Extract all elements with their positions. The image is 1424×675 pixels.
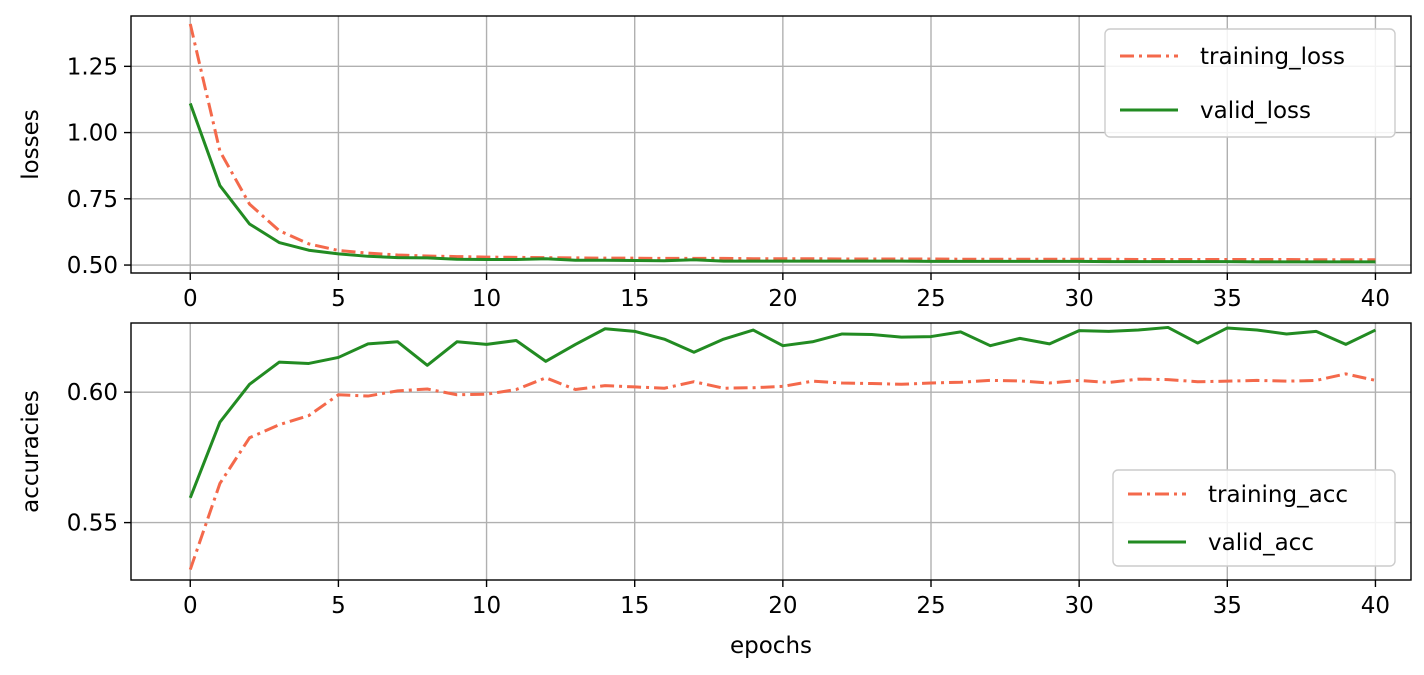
loss-panel: 0 5 10 15 20 25 30 35 40 0.50 0.75 1.00 1.25 losses tr… <box>18 15 1412 312</box>
x-tick-label: 0 <box>183 286 198 312</box>
x-tick-label: 15 <box>620 286 649 312</box>
x-tick-label: 20 <box>768 286 797 312</box>
y-tick-label: 0.75 <box>67 187 118 213</box>
legend-label-training_loss: training_loss <box>1200 44 1345 70</box>
series-line-training_acc <box>188 372 1376 571</box>
y-tick-label: 0.55 <box>67 511 118 537</box>
legend: training_loss valid_loss <box>1104 28 1396 138</box>
legend-label-valid_acc: valid_acc <box>1208 530 1314 556</box>
legend: training_acc valid_acc <box>1112 469 1396 567</box>
series-line-valid_loss <box>188 102 1376 264</box>
x-tick-label: 30 <box>1065 593 1094 619</box>
x-axis-label: epochs <box>730 633 812 659</box>
x-tick-label: 20 <box>768 593 797 619</box>
y-tick-label: 1.00 <box>67 121 118 147</box>
series-line-training_loss <box>188 23 1376 262</box>
x-tick-label: 5 <box>331 593 346 619</box>
x-tick-label: 10 <box>472 593 501 619</box>
accuracy-panel: 0 5 10 15 20 25 30 35 40 0.55 0.60 accuracies epochs… <box>18 322 1412 659</box>
y-tick-label: 0.60 <box>67 380 118 406</box>
x-tick-label: 10 <box>472 286 501 312</box>
x-tick-label: 0 <box>183 593 198 619</box>
x-tick-label: 35 <box>1213 286 1242 312</box>
x-tick-label: 15 <box>620 593 649 619</box>
x-tick-label: 25 <box>916 593 945 619</box>
y-tick-label: 1.25 <box>67 54 118 80</box>
y-axis-label: accuracies <box>18 390 44 513</box>
x-tick-label: 40 <box>1361 286 1390 312</box>
x-tick-label: 35 <box>1213 593 1242 619</box>
x-tick-label: 30 <box>1065 286 1094 312</box>
plot-frame <box>130 322 1412 581</box>
x-tick-label: 40 <box>1361 593 1390 619</box>
plot-frame <box>130 15 1412 274</box>
legend-label-valid_loss: valid_loss <box>1200 98 1311 124</box>
x-tick-label: 5 <box>331 286 346 312</box>
series-line-valid_acc <box>188 325 1377 499</box>
y-tick-label: 0.50 <box>67 253 118 279</box>
legend-label-training_acc: training_acc <box>1208 482 1348 508</box>
y-axis-label: losses <box>18 109 44 180</box>
x-tick-label: 25 <box>916 286 945 312</box>
